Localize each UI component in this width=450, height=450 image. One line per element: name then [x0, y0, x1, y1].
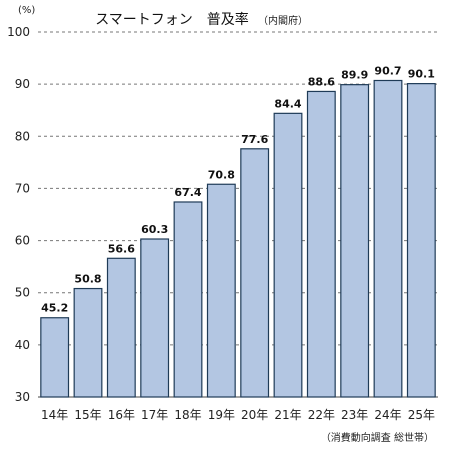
- y-tick-label: 90: [15, 77, 30, 91]
- bar: [173, 201, 203, 398]
- y-axis-unit: (%): [18, 5, 35, 16]
- bar: [340, 84, 370, 398]
- data-label: 50.8: [74, 273, 101, 286]
- data-label: 56.6: [108, 242, 135, 255]
- data-label: 88.6: [308, 75, 335, 88]
- data-label: 84.4: [274, 97, 301, 110]
- bar: [106, 257, 136, 398]
- y-tick-label: 40: [15, 338, 30, 352]
- y-tick-label: 70: [15, 181, 30, 195]
- bar: [140, 238, 170, 398]
- x-tick-label: 17年: [141, 408, 168, 422]
- gridlines: [38, 31, 438, 398]
- data-label: 45.2: [41, 302, 68, 315]
- x-tick-label: 24年: [374, 408, 401, 422]
- data-labels: 45.2 50.8 56.6 60.3 67.4 70.8 77.6 84.4 88.6 89.9…: [41, 64, 435, 314]
- bar: [206, 183, 236, 398]
- bar: [273, 112, 303, 398]
- x-tick-label: 20年: [241, 408, 268, 422]
- bar: [240, 148, 270, 398]
- bar: [373, 79, 403, 398]
- data-label: 77.6: [241, 133, 268, 146]
- x-tick-label: 15年: [74, 408, 101, 422]
- bar: [73, 287, 103, 398]
- x-tick-label: 14年: [41, 408, 68, 422]
- data-label: 90.1: [408, 68, 435, 81]
- data-label: 90.7: [374, 64, 401, 77]
- bar: [306, 90, 336, 398]
- x-axis-ticks: 14年 15年 16年 17年 18年 19年 20年 21年 22年 23年 24年 25年: [41, 408, 435, 422]
- y-tick-label: 60: [15, 234, 30, 248]
- x-tick-label: 16年: [108, 408, 135, 422]
- data-label: 60.3: [141, 223, 168, 236]
- x-tick-label: 23年: [341, 408, 368, 422]
- y-axis-ticks: 30 40 50 60 70 80 90 100: [7, 25, 30, 404]
- x-tick-label: 19年: [208, 408, 235, 422]
- y-tick-label: 100: [7, 25, 30, 39]
- bar: [40, 317, 70, 398]
- data-label: 70.8: [208, 168, 235, 181]
- x-tick-label: 25年: [408, 408, 435, 422]
- y-tick-label: 30: [15, 390, 30, 404]
- data-label: 67.4: [174, 186, 201, 199]
- x-tick-label: 22年: [308, 408, 335, 422]
- data-label: 89.9: [341, 69, 368, 82]
- x-tick-label: 18年: [174, 408, 201, 422]
- chart-title: スマートフォン 普及率: [95, 11, 249, 28]
- y-tick-label: 80: [15, 129, 30, 143]
- bar: [406, 83, 436, 398]
- chart-subtitle: （内閣府）: [258, 14, 308, 27]
- bars: [40, 79, 436, 398]
- x-tick-label: 21年: [274, 408, 301, 422]
- source-note: （消費動向調査 総世帯）: [321, 431, 434, 444]
- y-tick-label: 50: [15, 286, 30, 300]
